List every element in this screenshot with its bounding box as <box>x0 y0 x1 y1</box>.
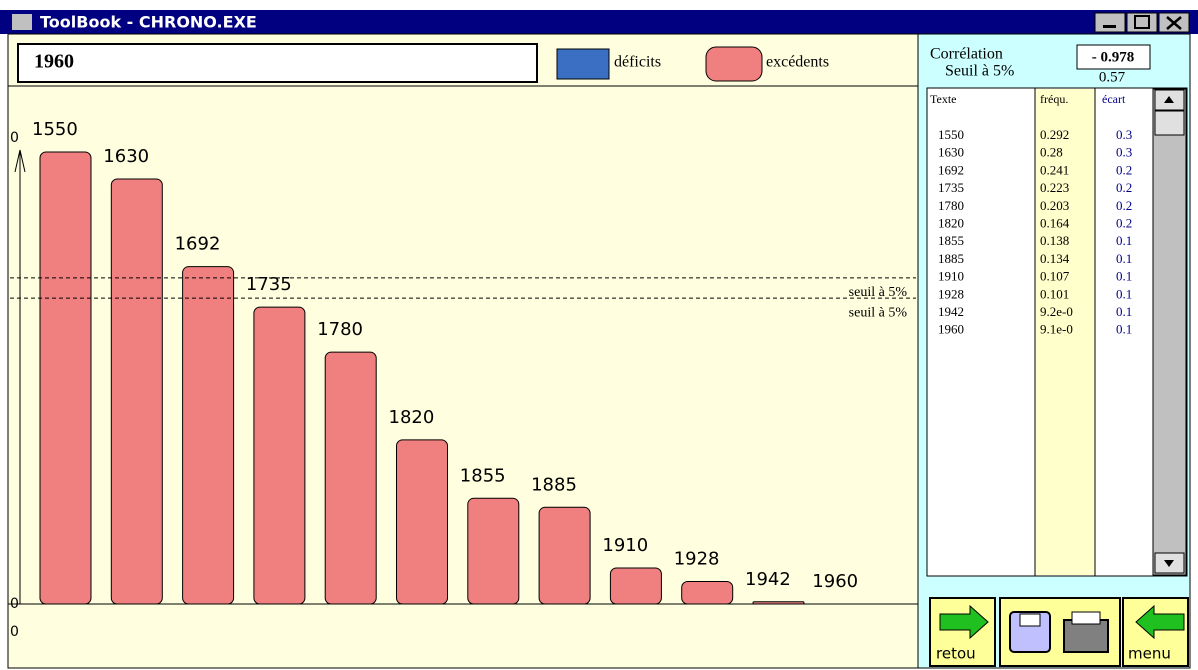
table-cell: 0.134 <box>1040 251 1070 266</box>
button-label: menu <box>1128 645 1171 663</box>
bar-label: 1780 <box>317 319 363 340</box>
year-input-text: 1960 <box>34 51 74 73</box>
bar <box>324 351 377 605</box>
menu-button[interactable]: menu <box>1122 597 1189 667</box>
bar-label: 1960 <box>812 571 858 592</box>
table-cell: 9.2e-0 <box>1040 304 1073 319</box>
bar-label: 1630 <box>103 146 149 167</box>
app-icon <box>12 14 32 30</box>
table-cell: 0.138 <box>1040 233 1069 248</box>
table-cell: 1630 <box>938 145 964 160</box>
axis-mark: 0 <box>10 624 19 640</box>
threshold-value: 0.57 <box>1099 69 1126 85</box>
bar-label: 1885 <box>531 474 577 495</box>
axis-mark: 0 <box>10 596 19 612</box>
axis-mark: 0 <box>10 130 19 146</box>
bar <box>253 306 306 605</box>
button-label: retou <box>936 645 976 663</box>
table-cell: 0.101 <box>1040 286 1069 301</box>
bar-label: 1550 <box>32 119 78 140</box>
table-cell: 1885 <box>938 251 964 266</box>
correlation-label: Corrélation <box>930 46 1003 63</box>
table-cell: 0.1 <box>1116 251 1132 266</box>
table-cell: 1928 <box>938 286 964 301</box>
bars: 1550 1630 1692 1735 1780 1820 1855 1885 1910 1928… <box>10 119 916 640</box>
table-cell: 0.1 <box>1116 233 1132 248</box>
bar <box>467 497 520 605</box>
table-cell: 0.28 <box>1040 145 1063 160</box>
table-cell: 0.3 <box>1116 127 1132 142</box>
table-cell: 1942 <box>938 304 964 319</box>
bar <box>609 567 662 605</box>
axis-arrow <box>14 149 26 173</box>
bar <box>39 151 92 605</box>
table-header: Texte <box>930 92 956 106</box>
correlation-value: - 0.978 <box>1092 49 1135 65</box>
bar-label: 1928 <box>674 549 720 570</box>
year-input[interactable] <box>17 43 538 83</box>
legend-label: excédents <box>766 54 829 71</box>
legend-label: déficits <box>614 54 661 71</box>
table-cell: 0.1 <box>1116 304 1132 319</box>
bar <box>182 266 235 605</box>
window-title: ToolBook - CHRONO.EXE <box>40 13 257 32</box>
bar-label: 1735 <box>246 274 292 295</box>
bar <box>110 178 163 605</box>
table-body: Texte fréqu. écart 1550 0.292 0.3 1630 0.28 0.3 1… <box>930 92 1132 337</box>
table-cell: 0.2 <box>1116 180 1132 195</box>
table-cell: 0.223 <box>1040 180 1069 195</box>
table-cell: 1735 <box>938 180 964 195</box>
table-cell: 0.107 <box>1040 269 1070 284</box>
table-cell: 1550 <box>938 127 964 142</box>
table-cell: 0.203 <box>1040 198 1069 213</box>
table-cell: 1855 <box>938 233 964 248</box>
table-cell: 9.1e-0 <box>1040 322 1073 337</box>
legend-swatch <box>556 48 610 80</box>
table-cell: 0.3 <box>1116 145 1132 160</box>
table-cell: 0.2 <box>1116 162 1132 177</box>
bar-label: 1820 <box>389 407 435 428</box>
table-cell: 0.292 <box>1040 127 1069 142</box>
table-header: fréqu. <box>1040 92 1068 106</box>
save-print-button[interactable] <box>999 597 1121 667</box>
legend-swatch <box>705 46 763 82</box>
bar <box>396 439 448 605</box>
table-cell: 1910 <box>938 269 964 284</box>
table-cell: 0.241 <box>1040 162 1069 177</box>
table-cell: 1960 <box>938 322 964 337</box>
freq-column <box>1035 89 1095 575</box>
table-cell: 1692 <box>938 162 964 177</box>
title-bar <box>0 10 1198 34</box>
bar <box>538 506 591 605</box>
bar-label: 1910 <box>602 535 648 556</box>
table-cell: 0.1 <box>1116 269 1132 284</box>
bar <box>681 581 734 605</box>
threshold-label: seuil à 5% <box>849 285 908 300</box>
scrollbar[interactable] <box>1152 88 1187 576</box>
table-cell: 0.1 <box>1116 286 1132 301</box>
bar-label: 1942 <box>745 569 791 590</box>
bar-label: 1692 <box>175 234 221 255</box>
table-cell: 1820 <box>938 215 964 230</box>
table-cell: 0.2 <box>1116 215 1132 230</box>
table-cell: 1780 <box>938 198 964 213</box>
table-cell: 0.2 <box>1116 198 1132 213</box>
threshold-label: Seuil à 5% <box>945 63 1014 80</box>
table-cell: 0.164 <box>1040 215 1070 230</box>
bar <box>752 601 805 605</box>
correlation-box <box>1076 44 1151 70</box>
bar-label: 1855 <box>460 465 506 486</box>
threshold-label: seuil à 5% <box>849 305 908 320</box>
back-button[interactable]: retou <box>929 597 996 667</box>
table-header: écart <box>1102 92 1126 106</box>
window-controls[interactable] <box>1094 12 1190 33</box>
table-cell: 0.1 <box>1116 322 1132 337</box>
